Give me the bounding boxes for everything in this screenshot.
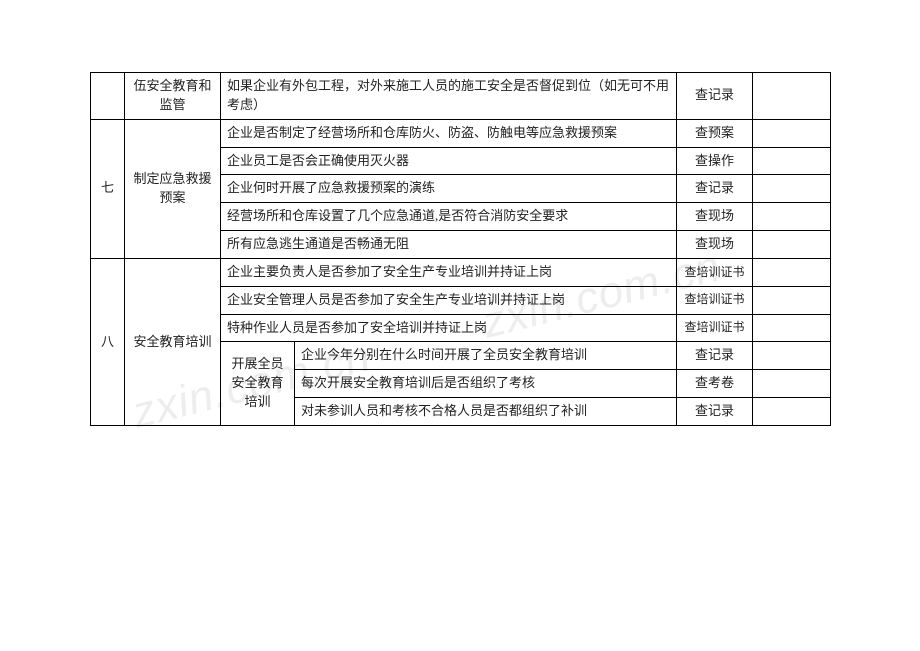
cell-chk: 查现场 bbox=[677, 203, 753, 231]
cell-chk: 查操作 bbox=[677, 147, 753, 175]
cell-item: 如果企业有外包工程，对外来施工人员的施工安全是否督促到位（如无可不用考虑） bbox=[221, 73, 677, 120]
cell-item: 所有应急逃生通道是否畅通无阻 bbox=[221, 231, 677, 259]
cell-chk: 查记录 bbox=[677, 175, 753, 203]
cell-item: 企业何时开展了应急救援预案的演练 bbox=[221, 175, 677, 203]
cell-idx bbox=[91, 73, 125, 120]
cell-blank bbox=[753, 286, 831, 314]
cell-chk: 查培训证书 bbox=[677, 258, 753, 286]
cell-blank bbox=[753, 314, 831, 342]
cell-sub: 开展全员安全教育培训 bbox=[221, 342, 295, 426]
cell-blank bbox=[753, 398, 831, 426]
cell-item: 企业今年分别在什么时间开展了全员安全教育培训 bbox=[295, 342, 677, 370]
cell-item: 企业是否制定了经营场所和仓库防火、防盗、防触电等应急救援预案 bbox=[221, 119, 677, 147]
cell-blank bbox=[753, 175, 831, 203]
cell-chk: 查记录 bbox=[677, 342, 753, 370]
cell-item: 企业主要负责人是否参加了安全生产专业培训并持证上岗 bbox=[221, 258, 677, 286]
cell-item: 特种作业人员是否参加了安全培训并持证上岗 bbox=[221, 314, 677, 342]
cell-blank bbox=[753, 258, 831, 286]
cell-blank bbox=[753, 147, 831, 175]
cell-cat: 安全教育培训 bbox=[125, 258, 221, 425]
cell-idx: 八 bbox=[91, 258, 125, 425]
cell-blank bbox=[753, 342, 831, 370]
table-row: 八 安全教育培训 企业主要负责人是否参加了安全生产专业培训并持证上岗 查培训证书 bbox=[91, 258, 831, 286]
cell-blank bbox=[753, 73, 831, 120]
cell-chk: 查培训证书 bbox=[677, 286, 753, 314]
table-row: 伍安全教育和监管 如果企业有外包工程，对外来施工人员的施工安全是否督促到位（如无… bbox=[91, 73, 831, 120]
cell-item: 企业员工是否会正确使用灭火器 bbox=[221, 147, 677, 175]
cell-blank bbox=[753, 119, 831, 147]
cell-item: 每次开展安全教育培训后是否组织了考核 bbox=[295, 370, 677, 398]
inspection-table: 伍安全教育和监管 如果企业有外包工程，对外来施工人员的施工安全是否督促到位（如无… bbox=[90, 72, 831, 426]
table-row: 七 制定应急救援预案 企业是否制定了经营场所和仓库防火、防盗、防触电等应急救援预… bbox=[91, 119, 831, 147]
cell-blank bbox=[753, 203, 831, 231]
cell-idx: 七 bbox=[91, 119, 125, 258]
cell-chk: 查记录 bbox=[677, 73, 753, 120]
cell-item: 对未参训人员和考核不合格人员是否都组织了补训 bbox=[295, 398, 677, 426]
cell-chk: 查记录 bbox=[677, 398, 753, 426]
cell-cat: 伍安全教育和监管 bbox=[125, 73, 221, 120]
cell-blank bbox=[753, 370, 831, 398]
cell-item: 企业安全管理人员是否参加了安全生产专业培训并持证上岗 bbox=[221, 286, 677, 314]
cell-item: 经营场所和仓库设置了几个应急通道,是否符合消防安全要求 bbox=[221, 203, 677, 231]
cell-chk: 查考卷 bbox=[677, 370, 753, 398]
cell-blank bbox=[753, 231, 831, 259]
cell-chk: 查现场 bbox=[677, 231, 753, 259]
cell-chk: 查培训证书 bbox=[677, 314, 753, 342]
cell-cat: 制定应急救援预案 bbox=[125, 119, 221, 258]
cell-chk: 查预案 bbox=[677, 119, 753, 147]
